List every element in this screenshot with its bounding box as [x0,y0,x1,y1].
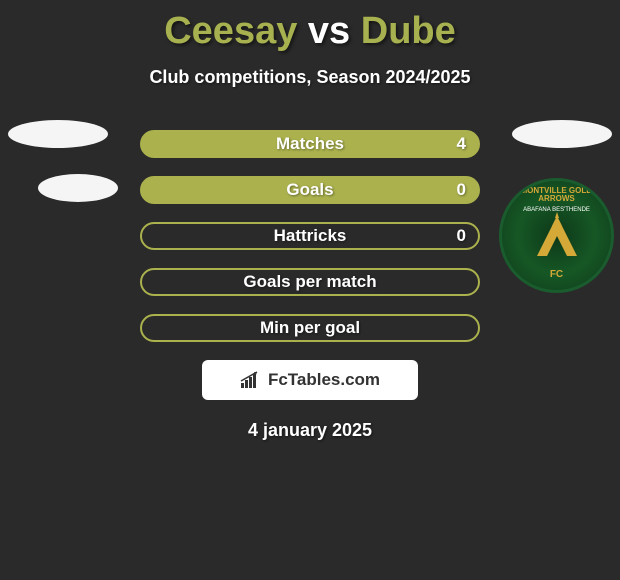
stat-row-min-per-goal: Min per goal [140,314,480,342]
page-title: Ceesay vs Dube [0,0,620,53]
stat-value: 4 [457,134,466,154]
footer-brand-text: FcTables.com [268,370,380,390]
club-badge: LAMONTVILLE GOLDEN ARROWS ABAFANA BES'TH… [499,178,614,293]
stat-label: Min per goal [260,318,360,338]
stat-row-goals: Goals 0 [140,176,480,204]
stat-label: Matches [276,134,344,154]
stat-rows-container: Matches 4 Goals 0 Hattricks 0 Goals per … [140,130,480,342]
stat-label: Hattricks [274,226,347,246]
stat-value: 0 [457,180,466,200]
silhouette-shape [38,174,118,202]
stat-label: Goals per match [243,272,376,292]
vs-text: vs [308,10,350,52]
player-right-silhouette [512,120,612,148]
player-left-silhouette [8,120,118,202]
arrows-icon [527,206,587,266]
badge-inner: LAMONTVILLE GOLDEN ARROWS ABAFANA BES'TH… [502,181,611,290]
stat-label: Goals [286,180,333,200]
stat-row-hattricks: Hattricks 0 [140,222,480,250]
chart-icon [240,371,262,389]
footer-brand-box: FcTables.com [202,360,418,400]
badge-text-top: LAMONTVILLE GOLDEN ARROWS [502,187,611,203]
silhouette-shape [8,120,108,148]
stat-row-matches: Matches 4 [140,130,480,158]
silhouette-shape [512,120,612,148]
player2-name: Dube [361,10,456,52]
stat-row-goals-per-match: Goals per match [140,268,480,296]
badge-fc-text: FC [502,269,611,280]
player1-name: Ceesay [164,10,297,52]
subtitle: Club competitions, Season 2024/2025 [0,67,620,88]
stat-value: 0 [457,226,466,246]
date-text: 4 january 2025 [0,420,620,441]
